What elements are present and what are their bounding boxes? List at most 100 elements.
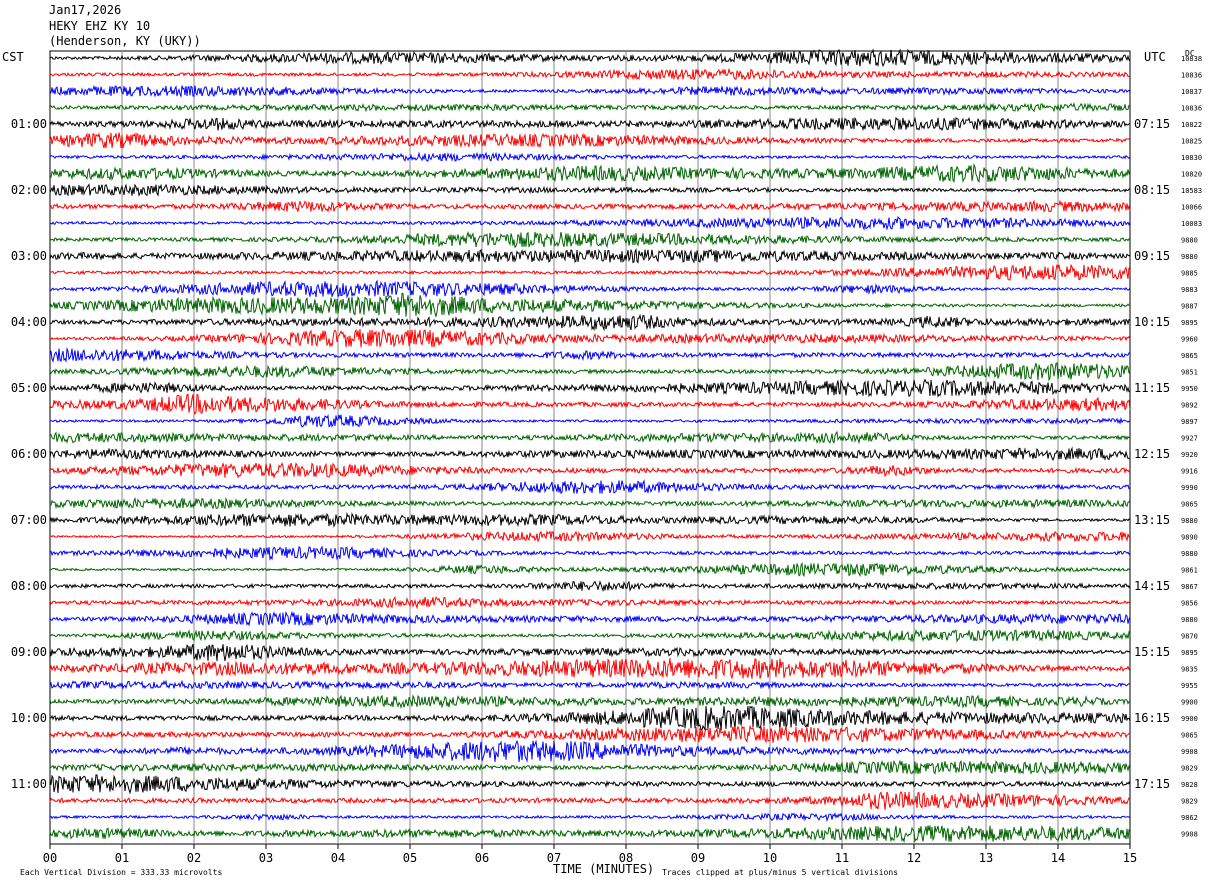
trace-line	[49, 230, 1131, 249]
x-tick-label: 04	[331, 851, 345, 865]
dc-offset-label: 9867	[1181, 583, 1198, 591]
utc-time-label: 13:15	[1134, 513, 1170, 527]
dc-offset-label: 9897	[1181, 418, 1198, 426]
dc-offset-label: 9960	[1181, 336, 1198, 344]
trace-line	[49, 430, 1131, 445]
dc-heading: DC	[1185, 49, 1195, 58]
dc-offset-label: 9828	[1181, 781, 1198, 789]
station-location: (Henderson, KY (UKY))	[49, 34, 201, 48]
dc-offset-label: 10830	[1181, 154, 1202, 162]
trace-line	[49, 694, 1131, 710]
trace-line	[49, 313, 1131, 332]
dc-offset-label: 9900	[1181, 699, 1198, 707]
trace-line	[49, 628, 1131, 644]
trace-line	[49, 812, 1131, 822]
dc-offset-label: 9865	[1181, 732, 1198, 740]
dc-offset-label: 10083	[1181, 220, 1202, 228]
trace-line	[49, 824, 1131, 844]
dc-offset-label: 9920	[1181, 451, 1198, 459]
trace-line	[49, 724, 1131, 744]
x-tick-label: 08	[619, 851, 633, 865]
utc-time-label: 11:15	[1134, 381, 1170, 395]
cst-time-label: 01:00	[11, 117, 47, 131]
trace-line	[49, 596, 1131, 610]
x-tick-label: 09	[691, 851, 705, 865]
plot-date: Jan17,2026	[49, 3, 122, 17]
dc-offset-label: 9880	[1181, 550, 1198, 558]
trace-line	[49, 362, 1131, 382]
dc-offset-label: 9900	[1181, 715, 1198, 723]
cst-time-label: 09:00	[11, 645, 47, 659]
right-timezone-label: UTC	[1144, 50, 1166, 64]
dc-offset-label: 9862	[1181, 814, 1198, 822]
dc-offset-label: 9865	[1181, 501, 1198, 509]
dc-offset-label: 9851	[1181, 369, 1198, 377]
clipping-note: Traces clipped at plus/minus 5 vertical …	[662, 868, 899, 877]
dc-offset-label: 10066	[1181, 204, 1202, 212]
dc-offset-label: 9835	[1181, 666, 1198, 674]
trace-line	[49, 512, 1131, 528]
x-tick-label: 13	[979, 851, 993, 865]
x-tick-label: 06	[475, 851, 489, 865]
x-tick-label: 10	[763, 851, 777, 865]
trace-line	[49, 759, 1131, 775]
cst-time-label: 08:00	[11, 579, 47, 593]
dc-offset-label: 9892	[1181, 402, 1198, 410]
dc-offset-label: 9880	[1181, 253, 1198, 261]
trace-line	[49, 643, 1131, 661]
trace-line	[49, 610, 1131, 627]
dc-offset-label: 9880	[1181, 616, 1198, 624]
x-tick-label: 15	[1123, 851, 1137, 865]
trace-line	[49, 393, 1131, 415]
dc-offset-label: 9990	[1181, 484, 1198, 492]
trace-line	[49, 580, 1131, 593]
dc-offset-label: 9880	[1181, 237, 1198, 245]
dc-offset-label: 10822	[1181, 121, 1202, 129]
x-tick-label: 14	[1051, 851, 1065, 865]
x-tick-label: 00	[43, 851, 57, 865]
utc-time-label: 10:15	[1134, 315, 1170, 329]
cst-time-label: 05:00	[11, 381, 47, 395]
trace-line	[49, 132, 1131, 149]
utc-time-label: 17:15	[1134, 777, 1170, 791]
dc-offset-label: 10820	[1181, 171, 1202, 179]
trace-line	[49, 328, 1131, 349]
cst-time-label: 04:00	[11, 315, 47, 329]
dc-offset-label: 9895	[1181, 649, 1198, 657]
utc-time-label: 14:15	[1134, 579, 1170, 593]
plot-frame	[49, 50, 1131, 845]
cst-time-label: 07:00	[11, 513, 47, 527]
dc-offset-label: 9908	[1181, 831, 1198, 839]
station-name: HEKY EHZ KY 10	[49, 19, 151, 33]
trace-line	[49, 84, 1131, 99]
dc-offset-label: 9887	[1181, 303, 1198, 311]
trace-line	[49, 461, 1131, 480]
dc-offset-label: 9927	[1181, 435, 1198, 443]
vertical-division-note: Each Vertical Division = 333.33 microvol…	[20, 868, 223, 877]
utc-time-label: 12:15	[1134, 447, 1170, 461]
dc-offset-label: 9829	[1181, 765, 1198, 773]
cst-time-label: 06:00	[11, 447, 47, 461]
trace-line	[49, 378, 1131, 398]
x-tick-label: 01	[115, 851, 129, 865]
trace-line	[49, 774, 1131, 795]
trace-line	[49, 163, 1131, 183]
x-tick-label: 11	[835, 851, 849, 865]
trace-line	[49, 215, 1131, 231]
dc-offset-label: 10836	[1181, 72, 1202, 80]
trace-line	[49, 705, 1131, 732]
trace-line	[49, 116, 1131, 132]
trace-line	[49, 151, 1131, 162]
cst-time-label: 02:00	[11, 183, 47, 197]
x-axis-title: TIME (MINUTES)	[553, 862, 655, 876]
x-tick-label: 03	[259, 851, 273, 865]
dc-offset-label: 9829	[1181, 798, 1198, 806]
utc-time-label: 07:15	[1134, 117, 1170, 131]
dc-offset-label: 10837	[1181, 88, 1202, 96]
trace-line	[49, 479, 1131, 495]
trace-line	[49, 561, 1131, 578]
dc-offset-label: 9895	[1181, 319, 1198, 327]
dc-offset-label: 9870	[1181, 633, 1198, 641]
trace-line	[49, 183, 1131, 197]
